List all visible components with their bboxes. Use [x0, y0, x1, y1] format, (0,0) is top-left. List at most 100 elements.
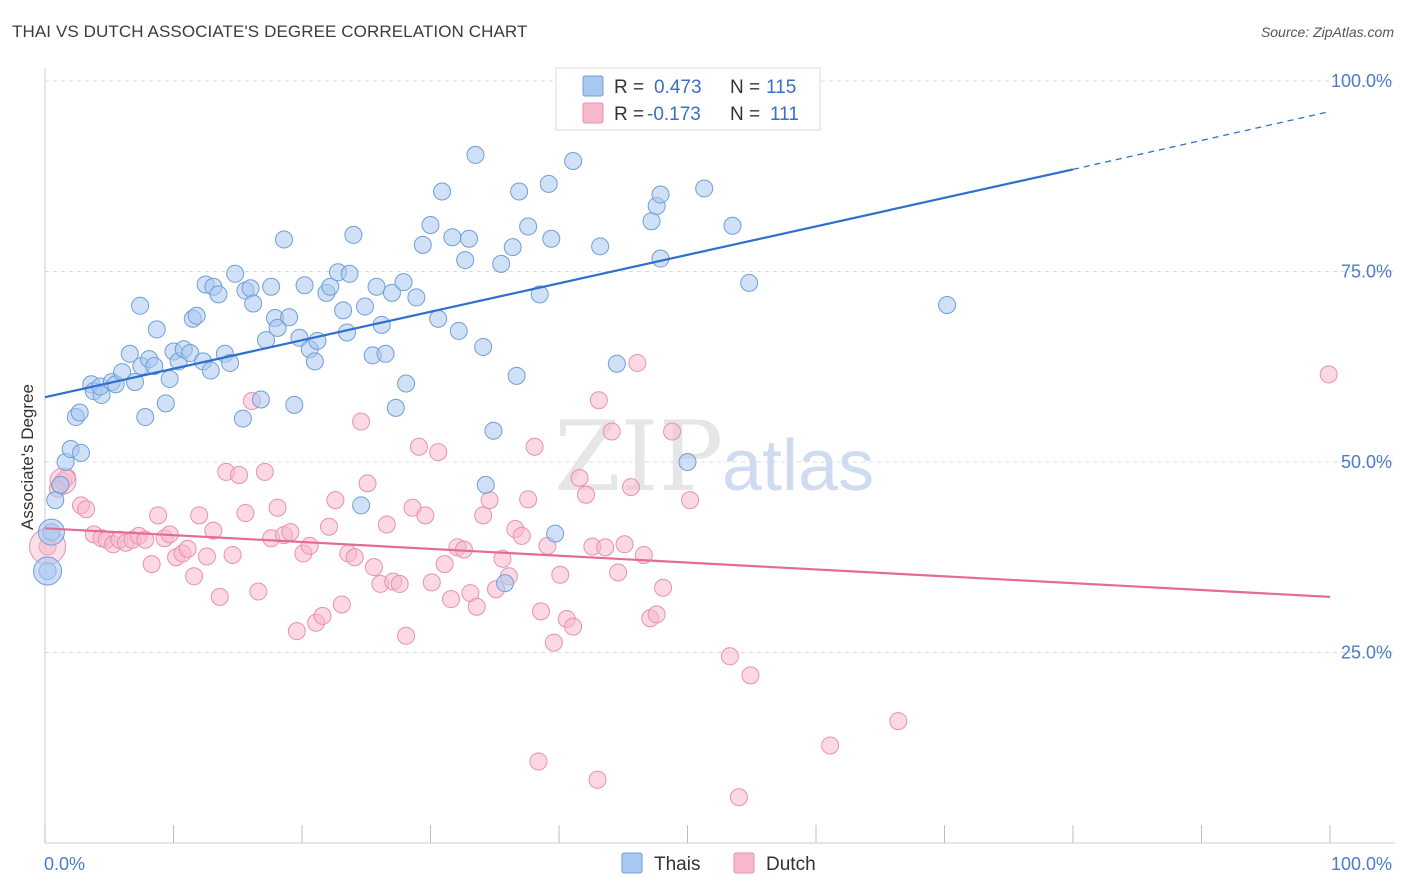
thai-point [367, 277, 386, 296]
legend-r-value-thais: 0.473 [654, 77, 702, 98]
thai-point [46, 491, 65, 510]
dutch-point [230, 465, 249, 484]
dutch-point [821, 736, 840, 755]
dutch-point [319, 517, 338, 536]
dutch-point [720, 647, 739, 666]
thai-point [460, 229, 479, 248]
legend-r-value-dutch: -0.173 [647, 104, 701, 125]
thai-point [334, 301, 353, 320]
x-tick-label: 0.0% [44, 854, 85, 874]
thai-point [484, 421, 503, 440]
dutch-point [1319, 365, 1338, 384]
thai-point [429, 309, 448, 328]
thai-point [386, 398, 405, 417]
dutch-point [142, 555, 161, 574]
dutch-point [596, 538, 615, 557]
thai-point [51, 475, 70, 494]
dutch-point [609, 563, 628, 582]
thai-point [642, 212, 661, 231]
dutch-point [268, 498, 287, 517]
thai-point [503, 238, 522, 257]
thai-point [280, 308, 299, 327]
dutch-point [416, 506, 435, 525]
dutch-point [529, 752, 548, 771]
thai-point [539, 174, 558, 193]
legend-swatch-thais [582, 75, 604, 97]
thai-point [421, 216, 440, 235]
legend-r-label-thais: R = [614, 77, 644, 98]
thai-point [201, 361, 220, 380]
dutch-point [236, 504, 255, 523]
dutch-point [352, 412, 371, 431]
thai-points [33, 145, 957, 593]
y-tick-label: 100.0% [1331, 71, 1392, 91]
tick-layer: 25.0% 50.0% 75.0% 100.0% 0.0% 100.0% [44, 71, 1392, 874]
thai-point [407, 288, 426, 307]
thai-point [474, 337, 493, 356]
dutch-point [409, 437, 428, 456]
dutch-point [332, 595, 351, 614]
dutch-point [435, 555, 454, 574]
trend-layer [44, 110, 1331, 598]
x-tick-label: 100.0% [1331, 854, 1392, 874]
dutch-point [647, 605, 666, 624]
thai-point [530, 285, 549, 304]
thai-point [233, 409, 252, 428]
thai-point-large [37, 518, 65, 546]
dutch-point [525, 437, 544, 456]
watermark: ZIP atlas [554, 401, 874, 513]
dutch-point [255, 462, 274, 481]
dutch-point [551, 565, 570, 584]
dutch-point [442, 590, 461, 609]
dutch-point [223, 545, 242, 564]
dutch-point [628, 353, 647, 372]
thai-point [456, 251, 475, 270]
bottom-legend-label-dutch: Dutch [766, 854, 816, 875]
dutch-point [741, 666, 760, 685]
thai-point [542, 229, 561, 248]
thai-point [147, 320, 166, 339]
dutch-point [345, 548, 364, 567]
legend-r-label-dutch: R = [614, 104, 644, 125]
thai-point [519, 217, 538, 236]
dutch-point [532, 602, 551, 621]
thai-point [275, 230, 294, 249]
thai-point [492, 254, 511, 273]
dutch-point [621, 478, 640, 497]
chart-source: Source: ZipAtlas.com [1260, 24, 1394, 40]
thai-point [695, 179, 714, 198]
dutch-point [281, 523, 300, 542]
legend-n-value-dutch: 111 [770, 104, 799, 125]
thai-point [496, 574, 515, 593]
thai-point [507, 366, 526, 385]
thai-point [251, 390, 270, 409]
thai-point [591, 237, 610, 256]
dutch-point [480, 491, 499, 510]
thai-point [678, 453, 697, 471]
y-tick-label: 50.0% [1341, 452, 1392, 472]
dutch-point [178, 539, 197, 558]
chart-title: THAI VS DUTCH ASSOCIATE'S DEGREE CORRELA… [12, 22, 528, 41]
thai-point [136, 408, 155, 427]
dutch-trend-line [44, 527, 1331, 598]
thai-point [268, 318, 287, 337]
dutch-point [564, 617, 583, 636]
bottom-legend-swatch-dutch [733, 852, 755, 874]
dutch-point [615, 535, 634, 554]
thai-point [71, 443, 90, 462]
thai-point [449, 321, 468, 340]
dutch-point [210, 587, 229, 606]
thai-point [413, 235, 432, 254]
dutch-point [300, 536, 319, 555]
dutch-point [136, 530, 155, 549]
dutch-point [390, 574, 409, 593]
dutch-point [589, 391, 608, 410]
thai-point [131, 296, 150, 315]
axis-layer [44, 68, 1395, 844]
thai-point [723, 216, 742, 235]
y-tick-label: 25.0% [1341, 643, 1392, 663]
thai-point [740, 273, 759, 292]
thai-point [344, 225, 363, 244]
dutch-point [313, 606, 332, 625]
